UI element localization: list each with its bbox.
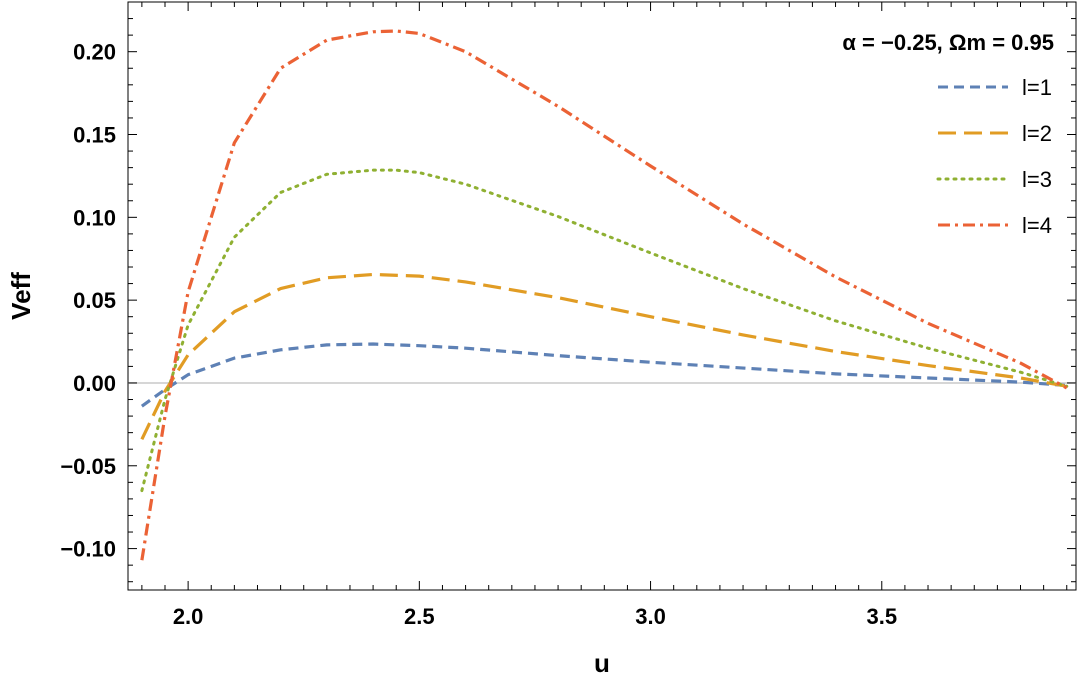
y-tick-label: −0.05: [60, 454, 116, 479]
y-tick-label: 0.10: [73, 205, 116, 230]
plot-border: [127, 1, 1077, 591]
legend: l=1 l=2 l=3 l=4: [936, 75, 1052, 238]
x-tick-label: 3.0: [635, 604, 666, 629]
series-line-3: [140, 168, 1069, 493]
legend-label-2: l=2: [1022, 121, 1052, 146]
ticks-layer: 2.0 2.5 3.0 3.5 0.20 0.15 0.10 0.05 0.00 −0.05 −0.…: [60, 2, 1076, 629]
legend-title: α = −0.25, Ωm = 0.95: [842, 30, 1054, 55]
y-tick-label: −0.10: [60, 537, 116, 562]
x-tick-label: 3.5: [866, 604, 897, 629]
plot-frame: [127, 1, 1077, 591]
y-tick-label: 0.15: [73, 123, 116, 148]
series-line-4: [140, 29, 1068, 561]
x-axis-title: u: [594, 648, 610, 678]
legend-label-4: l=4: [1022, 213, 1052, 238]
y-tick-label: 0.05: [73, 288, 116, 313]
y-tick-label: 0.20: [73, 40, 116, 65]
series-line-1: [140, 342, 1067, 408]
x-tick-label: 2.5: [404, 604, 435, 629]
legend-label-3: l=3: [1022, 167, 1052, 192]
y-axis-title: Veff: [6, 272, 36, 320]
legend-label-1: l=1: [1022, 75, 1052, 100]
y-tick-label: 0.00: [73, 371, 116, 396]
series-line-2: [140, 272, 1068, 440]
x-tick-label: 2.0: [173, 604, 204, 629]
series-layer: [140, 29, 1069, 561]
